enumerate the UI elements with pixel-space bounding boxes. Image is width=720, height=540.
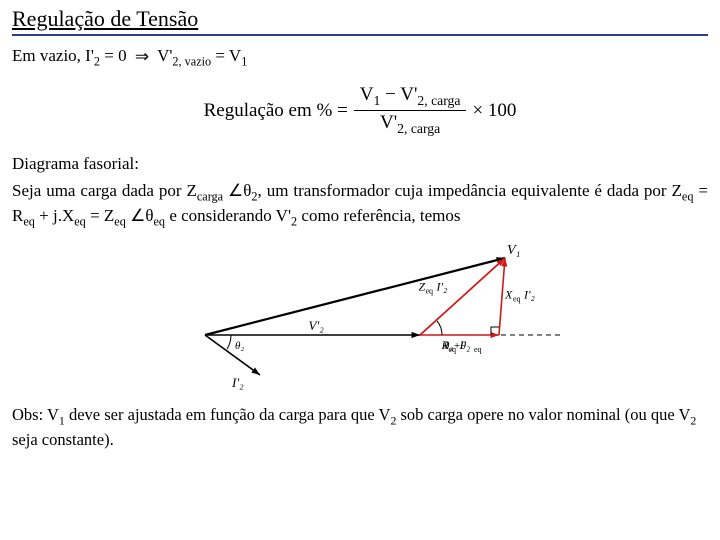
svg-text:I'₂: I'₂ — [523, 287, 535, 301]
s: carga — [197, 189, 223, 203]
t: = Z — [86, 206, 114, 225]
svg-text:X: X — [504, 287, 513, 301]
t: , um transformador cuja impedância equiv… — [258, 181, 682, 200]
s: eq — [682, 189, 694, 203]
t: seja constante). — [12, 430, 114, 449]
explanation-paragraph: Seja uma carga dada por Zcarga ∠θ2, um t… — [12, 180, 708, 230]
svg-text:V₁: V₁ — [507, 243, 520, 258]
t: Obs: V — [12, 405, 59, 424]
s: 2 — [690, 413, 696, 427]
sub: 2, carga — [417, 93, 460, 108]
s: eq — [23, 214, 35, 228]
svg-text:eq: eq — [474, 345, 482, 354]
text: = 0 — [100, 46, 131, 65]
svg-text:I'₂: I'₂ — [231, 375, 244, 390]
text: Em vazio, I' — [12, 46, 94, 65]
svg-text:Z: Z — [419, 279, 426, 293]
s: eq — [154, 214, 166, 228]
t: como referência, temos — [297, 206, 460, 225]
observation-note: Obs: V1 deve ser ajustada em função da c… — [12, 404, 708, 450]
sub: 2, vazio — [172, 54, 211, 68]
svg-text:I'₂: I'₂ — [436, 279, 448, 293]
regulation-formula: Regulação em % = V1 − V'2, carga V'2, ca… — [12, 83, 708, 138]
angle-icon: ∠θ — [130, 206, 153, 225]
svg-text:V'₂: V'₂ — [309, 318, 325, 333]
sub: 2, carga — [397, 121, 440, 136]
phasor-diagram-heading: Diagrama fasorial: — [12, 154, 708, 174]
s: eq — [114, 214, 126, 228]
svg-text:eq: eq — [513, 294, 521, 303]
fraction: V1 − V'2, carga V'2, carga — [354, 83, 467, 138]
t: sob carga opere no valor nominal (ou que… — [396, 405, 690, 424]
text: = V — [211, 46, 241, 65]
no-load-condition: Em vazio, I'2 = 0 ⇒ V'2, vazio = V1 — [12, 46, 708, 69]
t: Seja uma carga dada por Z — [12, 181, 197, 200]
num: − V' — [380, 84, 417, 105]
times-100: × 100 — [472, 100, 516, 122]
text: V' — [157, 46, 172, 65]
phasor-diagram: V₁V'₂I'₂ZeqI'₂ReqI'₂XeqI'₂θ₂θ₂+θeq — [145, 240, 575, 390]
t: deve ser ajustada em função da carga par… — [65, 405, 391, 424]
page-title: Regulação de Tensão — [12, 6, 708, 36]
sub: 1 — [241, 54, 247, 68]
s: eq — [74, 214, 86, 228]
t: + j.X — [35, 206, 74, 225]
num: V — [360, 84, 374, 105]
t: e considerando V' — [165, 206, 291, 225]
den: V' — [380, 112, 397, 133]
svg-text:θ₂: θ₂ — [235, 340, 244, 352]
formula-label: Regulação em % = — [204, 100, 348, 122]
implies-arrow-icon: ⇒ — [131, 47, 153, 67]
angle-icon: ∠θ — [228, 181, 251, 200]
svg-text:eq: eq — [426, 286, 434, 295]
svg-text:θ₂+θ: θ₂+θ — [444, 340, 467, 352]
